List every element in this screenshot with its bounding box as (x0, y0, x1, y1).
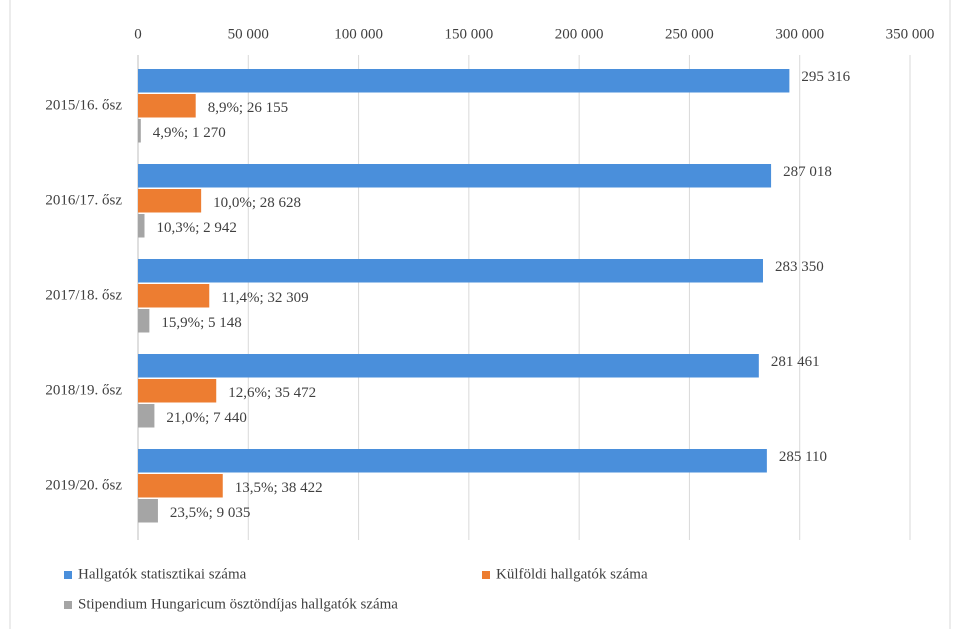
bar (138, 449, 767, 473)
x-tick-label: 0 (134, 26, 142, 42)
x-tick-label: 350 000 (886, 26, 935, 42)
legend-swatch (64, 571, 72, 579)
bar (138, 69, 790, 93)
data-label: 21,0%; 7 440 (166, 410, 246, 426)
x-tick-label: 100 000 (334, 26, 383, 42)
y-tick-label: 2015/16. ősz (45, 97, 122, 113)
bar (138, 164, 772, 188)
legend-label: Külföldi hallgatók száma (496, 566, 648, 582)
y-tick-label: 2017/18. ősz (45, 287, 122, 303)
bar (138, 379, 217, 403)
legend-label: Hallgatók statisztikai száma (78, 566, 247, 582)
data-label: 283 350 (775, 259, 824, 275)
bar (138, 259, 763, 283)
data-label: 285 110 (779, 449, 827, 465)
data-label: 8,9%; 26 155 (208, 100, 288, 116)
bar (138, 354, 759, 378)
y-tick-label: 2019/20. ősz (45, 477, 122, 493)
data-label: 4,9%; 1 270 (153, 125, 226, 141)
data-label: 295 316 (801, 69, 850, 85)
chart-frame (9, 0, 951, 634)
x-tick-label: 150 000 (444, 26, 493, 42)
data-label: 10,0%; 28 628 (213, 195, 301, 211)
bar (138, 214, 145, 238)
bar (138, 94, 196, 118)
bar (138, 404, 155, 428)
data-label: 12,6%; 35 472 (228, 385, 316, 401)
bar (138, 284, 210, 308)
x-tick-label: 300 000 (775, 26, 824, 42)
bar (138, 119, 141, 143)
data-label: 287 018 (783, 164, 832, 180)
bar (138, 189, 202, 213)
legend-swatch (482, 571, 490, 579)
data-label: 11,4%; 32 309 (221, 290, 308, 306)
legend-label: Stipendium Hungaricum ösztöndíjas hallga… (78, 596, 398, 612)
bar (138, 309, 150, 333)
data-label: 10,3%; 2 942 (156, 220, 236, 236)
y-tick-label: 2018/19. ősz (45, 382, 122, 398)
legend-swatch (64, 601, 72, 609)
x-tick-label: 250 000 (665, 26, 714, 42)
data-label: 15,9%; 5 148 (161, 315, 241, 331)
x-tick-label: 50 000 (228, 26, 269, 42)
bar (138, 499, 158, 523)
x-tick-label: 200 000 (555, 26, 604, 42)
bar (138, 474, 223, 498)
y-tick-label: 2016/17. ősz (45, 192, 122, 208)
data-label: 13,5%; 38 422 (235, 480, 323, 496)
data-label: 23,5%; 9 035 (170, 505, 250, 521)
data-label: 281 461 (771, 354, 820, 370)
